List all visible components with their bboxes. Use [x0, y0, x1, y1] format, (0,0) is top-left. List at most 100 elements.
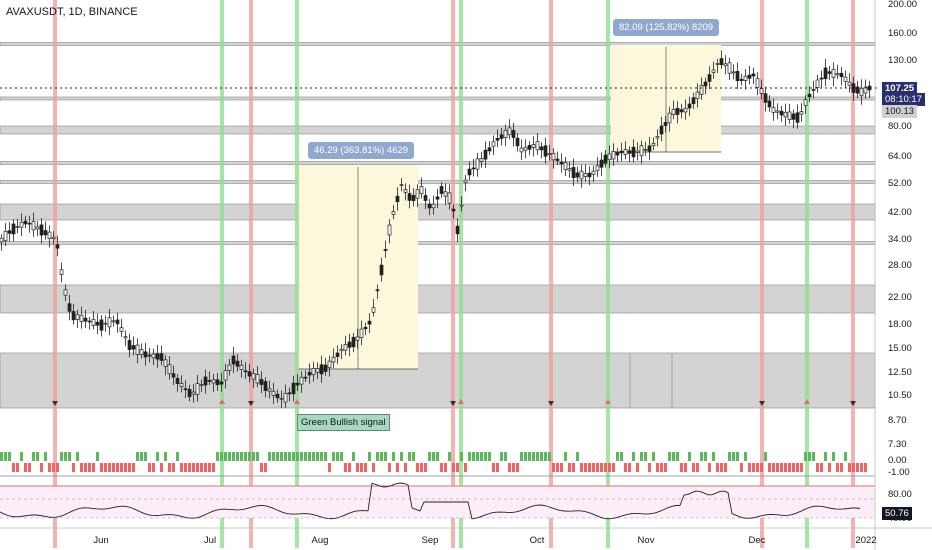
candle-body: [227, 364, 232, 371]
oscillator-bar: [332, 452, 335, 461]
oscillator-bar: [664, 463, 667, 472]
candle-body: [223, 370, 228, 381]
symbol-title: AVAXUSDT, 1D, BINANCE: [6, 6, 138, 18]
sr-line: [0, 180, 876, 184]
oscillator-bar: [768, 463, 771, 472]
oscillator-bar: [120, 463, 123, 472]
rsi-value-tag: 50.76: [882, 507, 912, 520]
bear-triangle: [450, 401, 456, 406]
oscillator-bar: [556, 463, 559, 472]
oscillator-bar: [668, 452, 671, 461]
candle-body: [207, 380, 212, 382]
oscillator-bar: [704, 452, 707, 461]
oscillator-bar: [376, 452, 379, 461]
time-tick-label: Oct: [530, 535, 545, 546]
candle-body: [711, 69, 716, 73]
time-tick-label: Sep: [422, 535, 439, 546]
oscillator-bar: [544, 452, 547, 461]
time-tick-label: Nov: [638, 535, 655, 546]
candle-body: [167, 364, 172, 375]
candle-body: [631, 146, 636, 158]
oscillator-bar: [456, 463, 459, 472]
signal-label: Green Bullish signal: [297, 414, 390, 431]
countdown-tag: 08:10:17: [882, 93, 925, 106]
bull-signal-line: [295, 0, 299, 548]
price-tick-label: 130.00: [888, 55, 917, 66]
candle-body: [71, 311, 76, 321]
oscillator-bar: [176, 452, 179, 461]
candle-body: [687, 103, 692, 109]
candle-body: [627, 150, 632, 154]
price-tick-label: 160.00: [888, 28, 917, 39]
candle-body: [275, 393, 280, 399]
candle-body: [599, 159, 604, 168]
candle-body: [123, 336, 128, 339]
bear-triangle: [548, 401, 554, 406]
oscillator-bar: [256, 452, 259, 461]
candle-body: [231, 355, 236, 365]
oscillator-bar: [580, 463, 583, 472]
oscillator-bar: [516, 463, 519, 472]
candle-body: [827, 71, 832, 74]
candle-body: [651, 142, 656, 146]
bear-signal-line: [851, 0, 855, 548]
oscillator-bar: [532, 452, 535, 461]
oscillator-bar: [724, 463, 727, 472]
price-tick-label: 80.00: [888, 121, 912, 132]
oscillator-bar: [504, 452, 507, 461]
oscillator-bar: [844, 452, 847, 461]
price-tick-label: 12.50: [888, 367, 912, 378]
candle-body: [423, 195, 428, 201]
oscillator-bar: [488, 452, 491, 461]
candle-body: [35, 226, 40, 230]
candle-body: [759, 88, 764, 94]
oscillator-bar: [584, 463, 587, 472]
candle-body: [795, 112, 800, 123]
oscillator-bar: [700, 452, 703, 461]
candle-body: [683, 108, 688, 113]
bull-signal-line: [805, 0, 809, 548]
oscillator-bar: [860, 463, 863, 472]
oscillator-bar: [684, 463, 687, 472]
candle-body: [635, 150, 640, 153]
candle-body: [739, 79, 744, 81]
price-tick-label: 8.70: [888, 415, 907, 426]
candle-body: [355, 336, 360, 341]
oscillator-bar: [676, 452, 679, 461]
oscillator-bar: [44, 452, 47, 461]
candle-body: [95, 321, 100, 326]
oscillator-bar: [620, 452, 623, 461]
oscillator-bar: [484, 452, 487, 461]
oscillator-bar: [212, 463, 215, 472]
candle-body: [551, 152, 556, 161]
candle-body: [31, 221, 36, 231]
oscillator-bar: [652, 452, 655, 461]
candle-body: [403, 189, 408, 193]
candle-body: [295, 382, 300, 386]
oscillator-bar: [540, 452, 543, 461]
candle-body: [115, 319, 120, 325]
candle-body: [303, 376, 308, 379]
oscillator-bar: [84, 463, 87, 472]
oscillator-bar: [536, 452, 539, 461]
candle-body: [87, 320, 92, 323]
candle-body: [347, 341, 352, 348]
candle-body: [679, 109, 684, 113]
oscillator-bar: [752, 463, 755, 472]
candle-body: [299, 376, 304, 385]
candle-body: [147, 354, 152, 357]
candle-body: [235, 360, 240, 367]
oscillator-bar: [372, 463, 375, 472]
time-tick-label: Jul: [204, 535, 216, 546]
oscillator-bar: [748, 463, 751, 472]
oscillator-bar: [712, 452, 715, 461]
oscillator-bar: [152, 463, 155, 472]
candle-body: [527, 144, 532, 150]
oscillator-bar: [312, 452, 315, 461]
oscillator-bar: [840, 463, 843, 472]
candle-body: [751, 73, 756, 77]
oscillator-bar: [632, 452, 635, 461]
candle-body: [719, 58, 724, 66]
oscillator-bar: [576, 452, 579, 461]
